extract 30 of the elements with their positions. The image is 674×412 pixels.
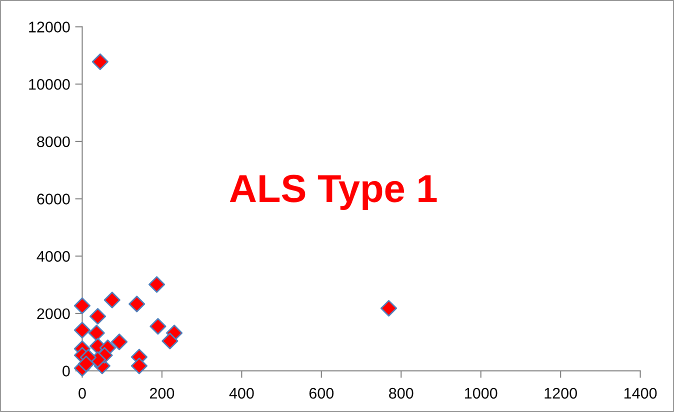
point [78,356,95,372]
x-tick-label: 1400 [624,388,657,399]
y-tick-label: 0 [62,366,70,376]
y-tick-label: 12000 [29,22,70,32]
point [104,292,120,308]
x-tick-label: 800 [389,388,414,399]
x-tick-label: 1000 [465,388,498,399]
point [89,308,106,325]
point [148,276,166,293]
x-tick-label: 1200 [544,388,577,399]
y-tick-label: 10000 [29,78,70,90]
point [380,300,398,317]
point [150,318,166,335]
x-tick-label: 0 [78,388,86,399]
annotation: ALS Type 1 [230,174,437,210]
point [162,332,178,350]
x-tick-label: 200 [150,388,174,399]
point [74,322,91,338]
point [88,324,105,342]
point [92,53,108,70]
point [130,358,148,374]
x-tick-label: 400 [229,388,254,399]
y-tick-label: 4000 [36,250,70,262]
y-tick-label: 8000 [37,136,70,148]
x-tick-label: 600 [309,388,334,399]
point [128,296,146,312]
point [74,297,91,314]
y-tick-label: 6000 [37,194,70,204]
point [111,334,128,350]
y-tick-label: 2000 [37,308,70,320]
